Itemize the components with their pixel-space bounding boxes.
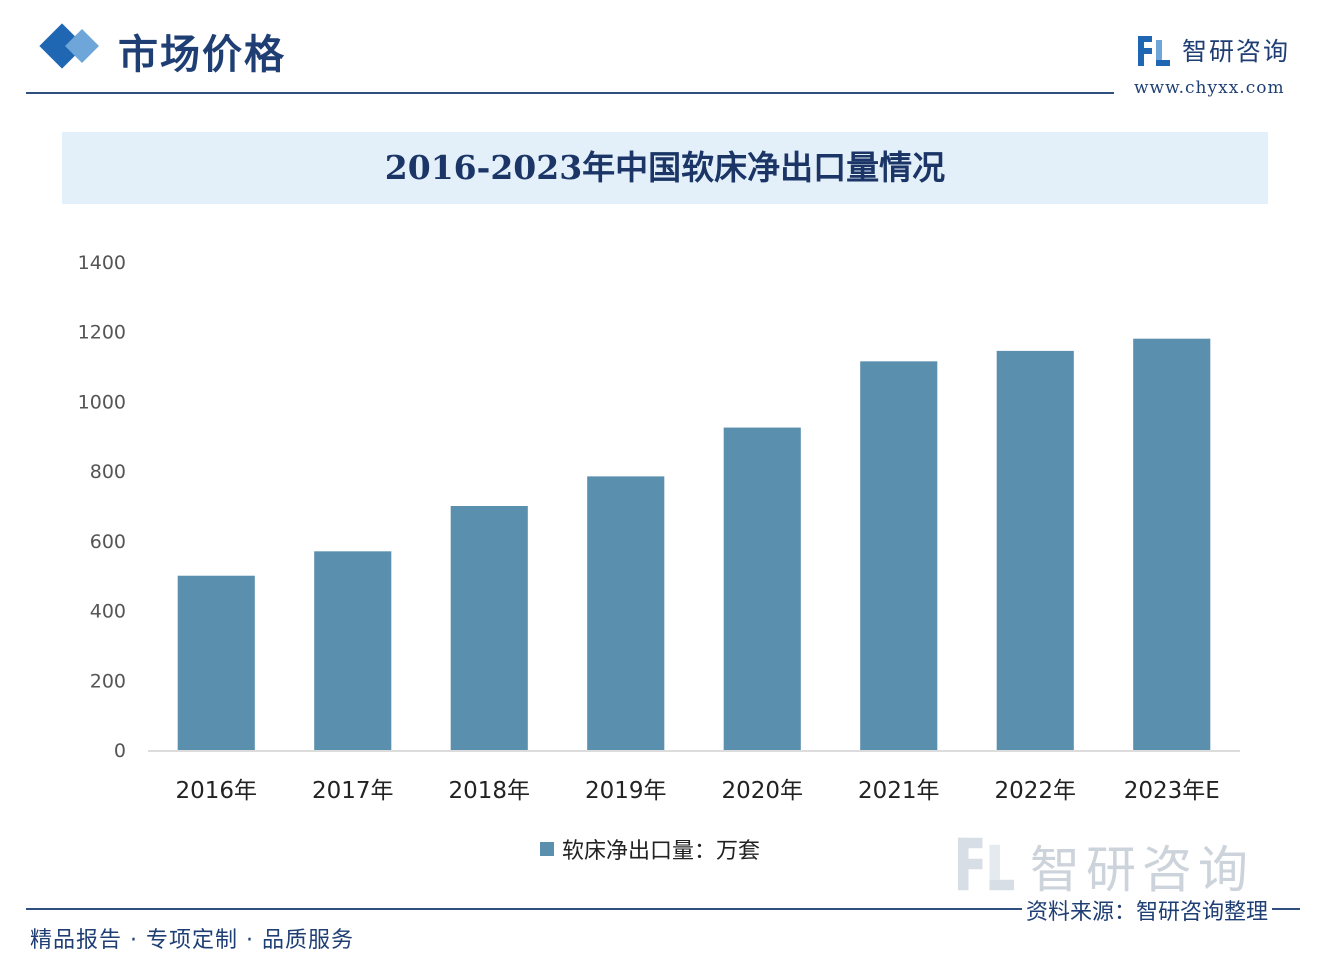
x-tick-label: 2018年	[448, 778, 530, 804]
bar	[587, 476, 665, 750]
logo-url: www.chyxx.com	[1134, 78, 1285, 98]
y-tick-label: 0	[114, 740, 126, 762]
watermark-logo-icon	[958, 837, 1014, 891]
y-tick-label: 800	[90, 461, 126, 483]
bar	[996, 350, 1074, 750]
x-tick-label: 2020年	[721, 778, 803, 804]
data-source: 资料来源：智研咨询整理	[1022, 894, 1273, 926]
header-divider	[26, 92, 1114, 94]
x-tick-label: 2021年	[858, 778, 940, 804]
y-tick-label: 1400	[78, 252, 126, 274]
chart-legend: 软床净出口量：万套	[540, 833, 760, 865]
bar	[450, 506, 528, 750]
legend-swatch	[540, 842, 554, 856]
y-tick-label: 1200	[78, 322, 126, 344]
x-tick-label: 2022年	[994, 778, 1076, 804]
legend-label: 软床净出口量：万套	[562, 839, 761, 864]
x-tick-label: 2023年E	[1124, 778, 1220, 804]
footer-slogan: 精品报告 · 专项定制 · 品质服务	[30, 928, 354, 953]
chyxx-logo-icon	[1138, 36, 1170, 66]
chart-title: 2016-2023年中国软床净出口量情况	[384, 148, 946, 187]
footer-divider	[26, 908, 1300, 910]
chart-title-band	[62, 132, 1268, 204]
section-title: 市场价格	[118, 31, 286, 78]
y-tick-label: 200	[90, 670, 126, 692]
y-tick-label: 600	[90, 531, 126, 553]
x-tick-label: 2016年	[175, 778, 257, 804]
bar	[723, 427, 801, 750]
x-tick-label: 2017年	[312, 778, 394, 804]
bar	[860, 361, 938, 750]
bar	[314, 551, 392, 750]
y-tick-label: 1000	[78, 391, 126, 413]
x-tick-label: 2019年	[585, 778, 667, 804]
bar	[1133, 338, 1211, 750]
y-tick-label: 400	[90, 601, 126, 623]
watermark-text: 智研咨询	[1030, 841, 1254, 899]
logo-name: 智研咨询	[1182, 37, 1291, 66]
bar	[177, 575, 255, 750]
